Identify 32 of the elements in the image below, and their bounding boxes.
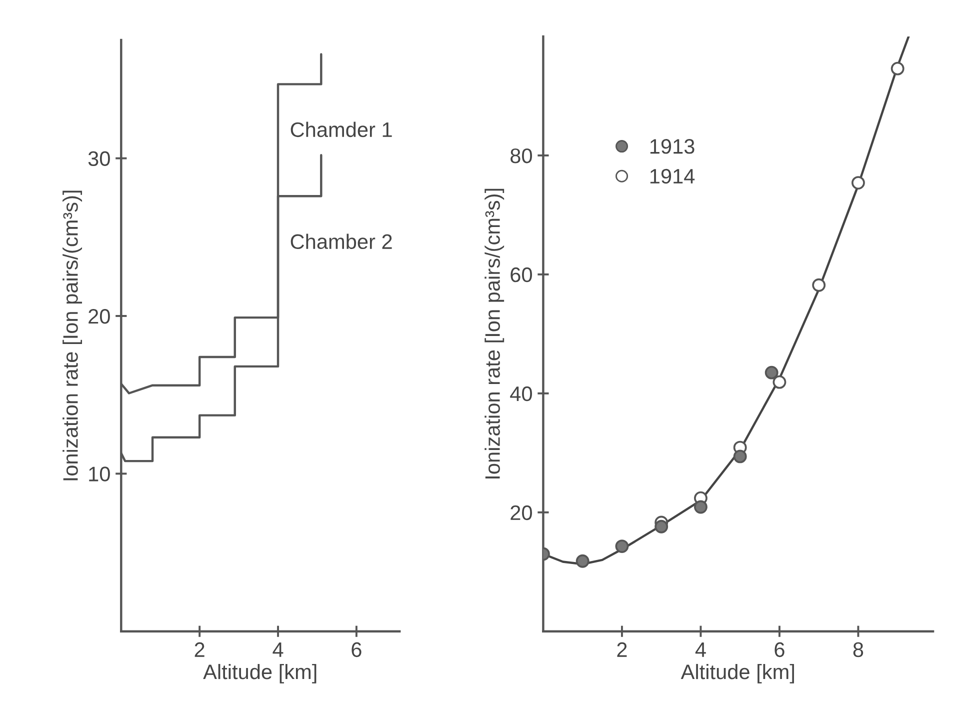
point <box>615 540 629 553</box>
legend-label: 1914 <box>650 168 695 184</box>
x-tick-label: 4 <box>272 642 284 657</box>
x-tick-label: 6 <box>352 642 362 658</box>
series-label: Chamber 2 <box>290 234 392 250</box>
y-tick-label: 40 <box>510 386 532 402</box>
series-label: Chamder 1 <box>290 122 392 138</box>
y-tick-label: 10 <box>89 466 110 482</box>
x-tick-label: 2 <box>194 642 204 657</box>
x-tick-label: 2 <box>617 642 627 657</box>
y-tick-label: 30 <box>88 151 110 166</box>
y-tick-label: 60 <box>510 267 532 282</box>
point <box>764 366 778 380</box>
x-tick-label: 4 <box>695 642 706 657</box>
point <box>890 62 904 76</box>
x-tick-label: 8 <box>853 642 864 658</box>
point <box>772 375 786 389</box>
point <box>733 450 747 464</box>
x-axis-title: Altitude [km] <box>203 664 316 684</box>
point <box>812 278 826 292</box>
legend-label: 1913 <box>650 139 694 154</box>
y-tick-label: 20 <box>510 505 532 520</box>
point <box>852 176 865 190</box>
point <box>576 554 590 568</box>
point <box>694 500 708 514</box>
x-tick-label: 6 <box>774 642 784 658</box>
point <box>654 520 668 534</box>
x-axis-title: Altitude [km] <box>680 664 794 684</box>
y-axis-title: Ionization rate [Ion pairs/(cm³s)] <box>62 190 82 480</box>
y-tick-label: 80 <box>510 148 532 164</box>
y-axis-title: Ionization rate [Ion pairs/(cm³s)] <box>484 188 504 478</box>
y-tick-label: 20 <box>88 308 110 324</box>
